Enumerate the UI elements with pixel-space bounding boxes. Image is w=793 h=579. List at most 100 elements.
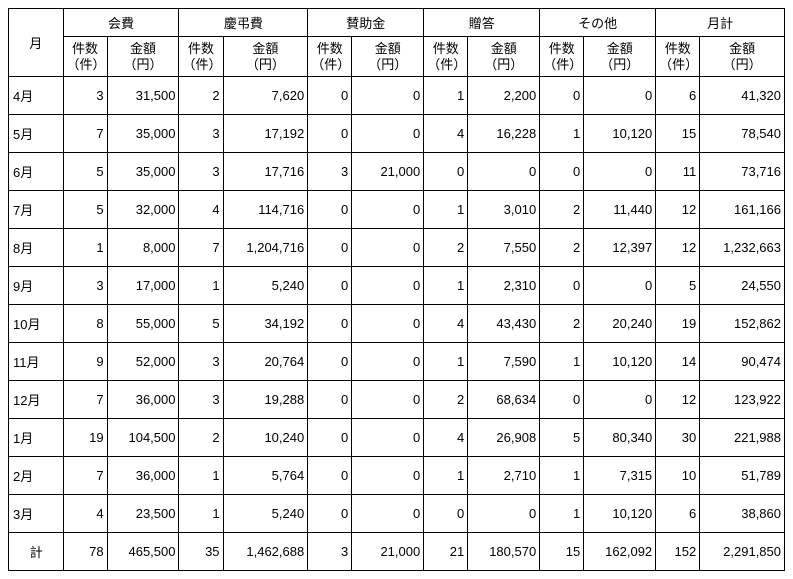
count-cell: 7 bbox=[63, 115, 107, 153]
count-cell: 21 bbox=[424, 533, 468, 571]
count-cell: 0 bbox=[308, 305, 352, 343]
table-row: 1月19104,500210,24000426,908580,34030221,… bbox=[9, 419, 785, 457]
amount-cell: 0 bbox=[352, 495, 424, 533]
count-header: 件数（件） bbox=[63, 37, 107, 77]
count-cell: 1 bbox=[424, 77, 468, 115]
amount-cell: 38,860 bbox=[700, 495, 785, 533]
amount-cell: 24,550 bbox=[700, 267, 785, 305]
amount-cell: 16,228 bbox=[468, 115, 540, 153]
amount-cell: 0 bbox=[352, 115, 424, 153]
count-cell: 3 bbox=[308, 533, 352, 571]
count-cell: 9 bbox=[63, 343, 107, 381]
amount-cell: 2,291,850 bbox=[700, 533, 785, 571]
count-header: 件数（件） bbox=[179, 37, 223, 77]
count-cell: 3 bbox=[63, 267, 107, 305]
amount-cell: 17,192 bbox=[223, 115, 308, 153]
total-row: 計78465,500351,462,688321,00021180,570151… bbox=[9, 533, 785, 571]
table-row: 2月736,00015,7640012,71017,3151051,789 bbox=[9, 457, 785, 495]
month-cell: 5月 bbox=[9, 115, 64, 153]
count-cell: 3 bbox=[179, 153, 223, 191]
amount-cell: 0 bbox=[584, 77, 656, 115]
amount-cell: 465,500 bbox=[107, 533, 179, 571]
category-header-row: 月 会費 慶弔費 賛助金 贈答 その他 月計 bbox=[9, 9, 785, 37]
amount-cell: 0 bbox=[352, 305, 424, 343]
count-cell: 3 bbox=[179, 381, 223, 419]
table-row: 8月18,00071,204,7160027,550212,397121,232… bbox=[9, 229, 785, 267]
expense-summary-table: 月 会費 慶弔費 賛助金 贈答 その他 月計 件数（件）金額（円）件数（件）金額… bbox=[8, 8, 785, 571]
amount-cell: 162,092 bbox=[584, 533, 656, 571]
count-cell: 0 bbox=[308, 267, 352, 305]
count-cell: 2 bbox=[424, 381, 468, 419]
table-row: 7月532,0004114,7160013,010211,44012161,16… bbox=[9, 191, 785, 229]
amount-cell: 20,764 bbox=[223, 343, 308, 381]
count-cell: 4 bbox=[424, 419, 468, 457]
count-header: 件数（件） bbox=[656, 37, 700, 77]
table-row: 3月423,50015,2400000110,120638,860 bbox=[9, 495, 785, 533]
table-row: 4月331,50027,6200012,20000641,320 bbox=[9, 77, 785, 115]
count-cell: 5 bbox=[540, 419, 584, 457]
count-cell: 3 bbox=[63, 77, 107, 115]
amount-cell: 0 bbox=[352, 381, 424, 419]
month-cell: 12月 bbox=[9, 381, 64, 419]
count-cell: 0 bbox=[540, 77, 584, 115]
amount-cell: 21,000 bbox=[352, 153, 424, 191]
count-cell: 2 bbox=[540, 229, 584, 267]
count-header: 件数（件） bbox=[540, 37, 584, 77]
amount-cell: 8,000 bbox=[107, 229, 179, 267]
amount-cell: 0 bbox=[352, 77, 424, 115]
amount-cell: 90,474 bbox=[700, 343, 785, 381]
amount-cell: 152,862 bbox=[700, 305, 785, 343]
amount-cell: 43,430 bbox=[468, 305, 540, 343]
amount-cell: 180,570 bbox=[468, 533, 540, 571]
amount-cell: 10,120 bbox=[584, 495, 656, 533]
month-cell: 11月 bbox=[9, 343, 64, 381]
count-cell: 14 bbox=[656, 343, 700, 381]
amount-cell: 0 bbox=[352, 267, 424, 305]
count-cell: 7 bbox=[179, 229, 223, 267]
count-cell: 0 bbox=[308, 457, 352, 495]
count-cell: 2 bbox=[540, 191, 584, 229]
amount-header: 金額（円） bbox=[700, 37, 785, 77]
subheader-row: 件数（件）金額（円）件数（件）金額（円）件数（件）金額（円）件数（件）金額（円）… bbox=[9, 37, 785, 77]
count-cell: 0 bbox=[308, 229, 352, 267]
count-cell: 1 bbox=[540, 495, 584, 533]
count-header: 件数（件） bbox=[424, 37, 468, 77]
category-header-4: その他 bbox=[540, 9, 656, 37]
amount-cell: 31,500 bbox=[107, 77, 179, 115]
count-cell: 1 bbox=[424, 191, 468, 229]
table-row: 9月317,00015,2400012,31000524,550 bbox=[9, 267, 785, 305]
amount-cell: 161,166 bbox=[700, 191, 785, 229]
amount-cell: 41,320 bbox=[700, 77, 785, 115]
amount-header: 金額（円） bbox=[584, 37, 656, 77]
category-header-3: 贈答 bbox=[424, 9, 540, 37]
count-cell: 19 bbox=[656, 305, 700, 343]
amount-cell: 52,000 bbox=[107, 343, 179, 381]
category-header-1: 慶弔費 bbox=[179, 9, 308, 37]
amount-header: 金額（円） bbox=[468, 37, 540, 77]
month-cell: 9月 bbox=[9, 267, 64, 305]
count-cell: 0 bbox=[308, 115, 352, 153]
count-cell: 7 bbox=[63, 457, 107, 495]
count-cell: 0 bbox=[540, 153, 584, 191]
count-cell: 15 bbox=[656, 115, 700, 153]
count-cell: 2 bbox=[179, 77, 223, 115]
amount-cell: 5,764 bbox=[223, 457, 308, 495]
amount-cell: 0 bbox=[584, 267, 656, 305]
table-row: 6月535,000317,716321,00000001173,716 bbox=[9, 153, 785, 191]
category-header-5: 月計 bbox=[656, 9, 785, 37]
count-cell: 12 bbox=[656, 381, 700, 419]
amount-cell: 17,000 bbox=[107, 267, 179, 305]
count-cell: 1 bbox=[179, 495, 223, 533]
amount-cell: 35,000 bbox=[107, 115, 179, 153]
amount-cell: 36,000 bbox=[107, 457, 179, 495]
amount-cell: 0 bbox=[352, 343, 424, 381]
amount-cell: 0 bbox=[352, 457, 424, 495]
count-cell: 2 bbox=[424, 229, 468, 267]
amount-cell: 17,716 bbox=[223, 153, 308, 191]
count-cell: 30 bbox=[656, 419, 700, 457]
count-cell: 12 bbox=[656, 191, 700, 229]
count-cell: 3 bbox=[179, 115, 223, 153]
count-cell: 4 bbox=[424, 115, 468, 153]
amount-cell: 12,397 bbox=[584, 229, 656, 267]
amount-cell: 7,590 bbox=[468, 343, 540, 381]
